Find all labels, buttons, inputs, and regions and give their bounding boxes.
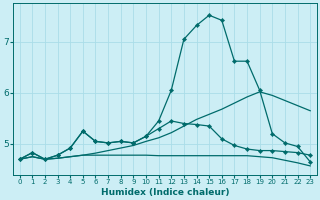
X-axis label: Humidex (Indice chaleur): Humidex (Indice chaleur) [101, 188, 229, 197]
